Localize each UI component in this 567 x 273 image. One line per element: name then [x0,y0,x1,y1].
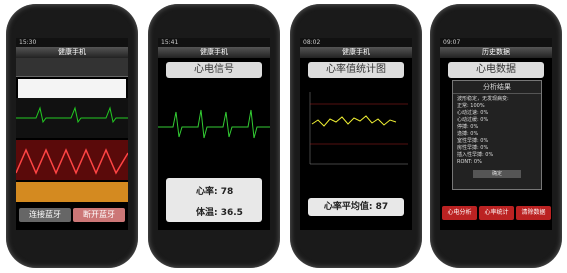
status-time: 09:07 [440,38,552,47]
page: 15:30 健康手机 连接蓝牙 断开蓝牙 15:41 健康手机 心电信号 心率:… [0,0,567,273]
app-title: 健康手机 [300,47,412,58]
status-time: 15:30 [16,38,128,47]
readings: 心率: 78 体温: 36.5 [166,178,262,222]
screen: 15:41 健康手机 心电信号 心率: 78 体温: 36.5 [158,38,270,230]
heart-rate: 心率: 78 [166,178,262,197]
app-title: 健康手机 [158,47,270,58]
status-time: 08:02 [300,38,412,47]
toolbar [16,58,128,77]
button[interactable]: 断开蓝牙 [73,208,125,222]
dialog-line: 心动过速: 0% [457,110,537,117]
banner [18,79,126,99]
dialog-line: 逸搏: 0% [457,131,537,138]
button[interactable]: 心率统计 [479,206,514,220]
dialog-line: 插入性早搏: 0% [457,152,537,159]
dialog-line: 室性早搏: 0% [457,138,537,145]
heading: 心率值统计图 [308,62,404,78]
dialog-line: 正常: 100% [457,103,537,110]
button[interactable]: 连接蓝牙 [19,208,71,222]
phone: 09:07 历史数据 心电数据 分析结果 波形稳定，无发现病变:正常: 100%… [430,4,562,268]
heading: 心电数据 [448,62,544,78]
button[interactable]: 清除数据 [516,206,551,220]
dialog-line: RONT: 0% [457,159,537,166]
dialog-title: 分析结果 [453,81,541,94]
dialog-button[interactable]: 确定 [473,170,521,178]
ecg-wave [158,82,270,172]
screen: 15:30 健康手机 连接蓝牙 断开蓝牙 [16,38,128,230]
phone: 15:41 健康手机 心电信号 心率: 78 体温: 36.5 [148,4,280,268]
app-title: 历史数据 [440,47,552,58]
hr-plot [300,84,412,184]
phone: 15:30 健康手机 连接蓝牙 断开蓝牙 [6,4,138,268]
dialog-line: 房性早搏: 0% [457,145,537,152]
phone: 08:02 健康手机 心率值统计图 心率平均值: 87 [290,4,422,268]
button[interactable]: 心电分析 [442,206,477,220]
dialog-line: 波形稳定，无发现病变: [457,96,537,103]
app-title: 健康手机 [16,47,128,58]
average: 心率平均值: 87 [308,198,404,216]
screen: 08:02 健康手机 心率值统计图 心率平均值: 87 [300,38,412,230]
dialog-line: 心动过缓: 0% [457,117,537,124]
temperature: 体温: 36.5 [166,197,262,218]
screen: 09:07 历史数据 心电数据 分析结果 波形稳定，无发现病变:正常: 100%… [440,38,552,230]
dialog: 分析结果 波形稳定，无发现病变:正常: 100%心动过速: 0%心动过缓: 0%… [452,80,542,190]
dialog-line: 停搏: 0% [457,124,537,131]
waveforms [16,98,128,223]
heading: 心电信号 [166,62,262,78]
dialog-lines: 波形稳定，无发现病变:正常: 100%心动过速: 0%心动过缓: 0%停搏: 0… [453,94,541,168]
status-time: 15:41 [158,38,270,47]
